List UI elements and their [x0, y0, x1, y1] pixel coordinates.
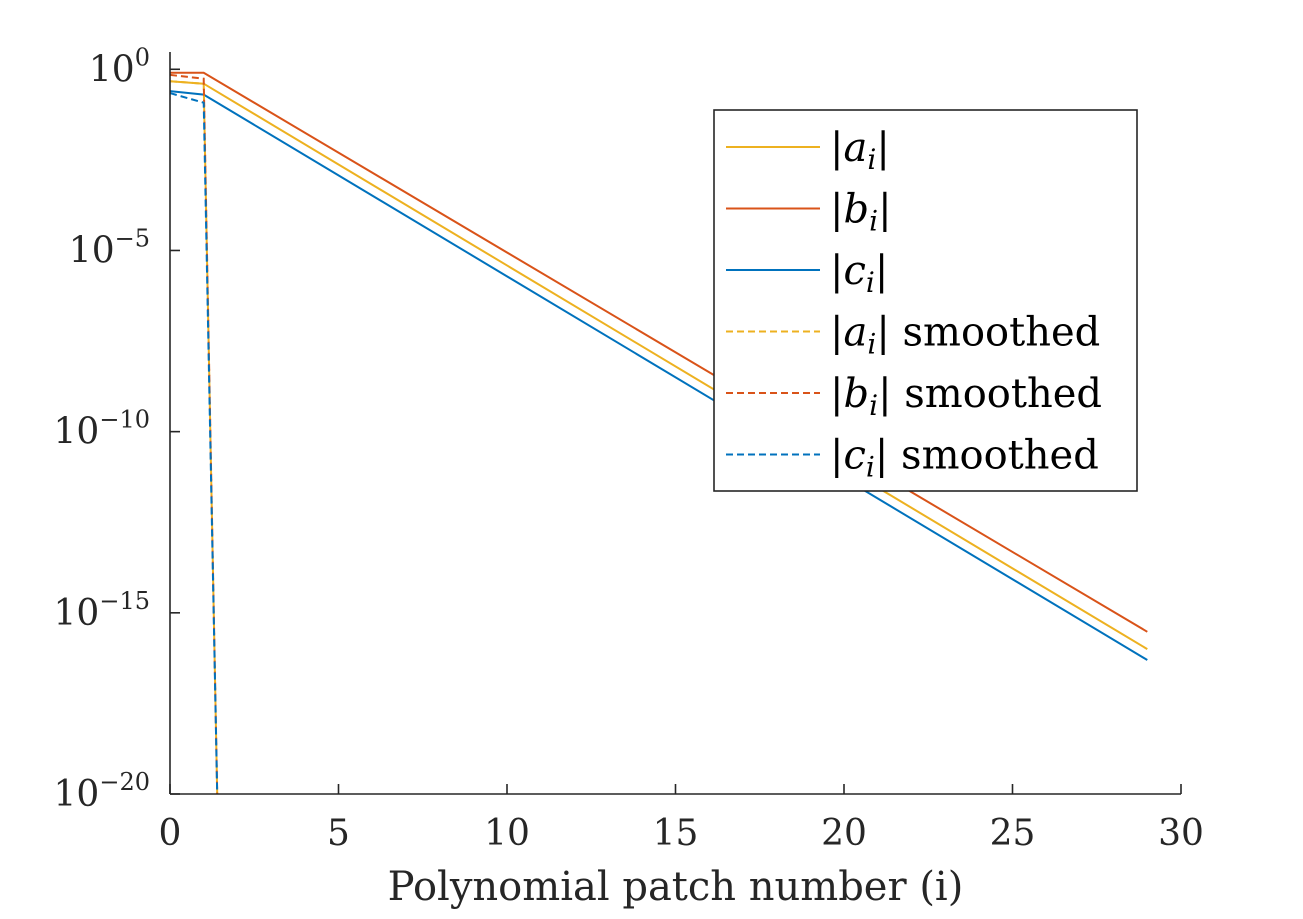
x-tick-label: 20 — [821, 813, 867, 854]
legend-entry-2: |bi| — [830, 187, 892, 238]
x-axis-label: Polynomial patch number (i) — [388, 864, 964, 910]
legend-entry-6: |ci| smoothed — [830, 433, 1099, 484]
axes-layer: 0 5 10 15 20 25 30 10−20 10−15 10−10 10−5 100 Polyno… — [54, 43, 1204, 910]
x-tick-label: 10 — [484, 813, 530, 854]
legend-box — [713, 109, 1138, 492]
legend-entry-3: |ci| — [830, 248, 888, 299]
y-tick-label: 10−5 — [69, 224, 150, 271]
x-tick-label: 15 — [653, 813, 699, 854]
y-tick-label: 10−20 — [54, 768, 150, 815]
legend: |ai| |bi| |ci| |ai| smoothed |bi| smoothed |c… — [713, 109, 1138, 492]
legend-entry-4: |ai| smoothed — [830, 310, 1100, 361]
x-tick-label: 25 — [990, 813, 1036, 854]
x-tick-label: 0 — [159, 813, 182, 854]
legend-entry-5: |bi| smoothed — [830, 371, 1102, 422]
y-tick-label: 10−15 — [54, 587, 150, 634]
series-line-6 — [169, 92, 219, 795]
y-tick-label: 10−10 — [54, 406, 150, 453]
x-tick-label: 5 — [327, 813, 350, 854]
legend-entry-1: |ai| — [830, 125, 890, 176]
x-tick-label: 30 — [1158, 813, 1204, 854]
y-tick-label: 100 — [89, 43, 150, 90]
